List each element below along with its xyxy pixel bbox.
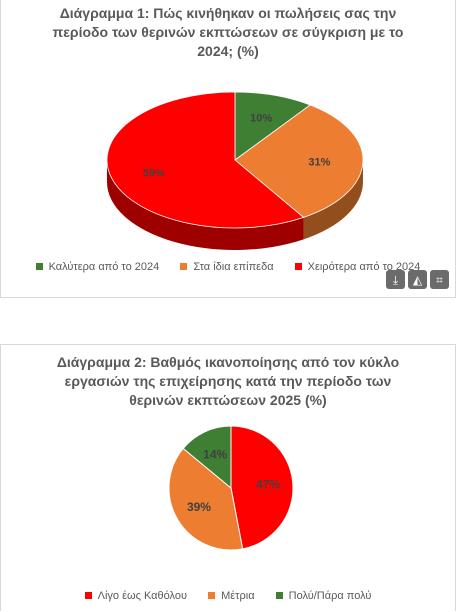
legend-swatch (35, 262, 43, 270)
legend-swatch (84, 591, 92, 599)
legend-swatch (208, 591, 216, 599)
chart-1-pie: 10% 31% 59% (106, 91, 364, 250)
legend-swatch (180, 262, 188, 270)
chart-2-title: Διάγραμμα 2: Βαθμός ικανοποίησης από τον… (31, 353, 425, 410)
pie-1-label-1: 31% (308, 156, 330, 168)
legend-2-item-moderate: Μέτρια (208, 590, 255, 602)
pie-2-slice-1 (168, 447, 244, 551)
chart-1-title-line-3: 2024; (%) (197, 43, 259, 59)
pie-1-label-0: 10% (250, 112, 272, 124)
legend-1-item-better: Καλύτερα από το 2024 (35, 261, 160, 273)
pie-2-slice-0 (230, 425, 294, 550)
chart-2-pie: 47% 39% 14% (168, 425, 294, 551)
pie-2-label-2: 14% (203, 447, 227, 461)
pie-1-slice-0 (234, 91, 312, 161)
chart-1-legend: Καλύτερα από το 2024 Στα ίδια επίπεδα Χε… (1, 261, 455, 273)
legend-1-item-same: Στα ίδια επίπεδα (180, 261, 274, 273)
legend-label: Καλύτερα από το 2024 (48, 261, 160, 273)
legend-2-item-very: Πολύ/Πάρα πολύ (275, 590, 372, 602)
download-icon[interactable]: ⤓ (386, 270, 405, 289)
pie-2-label-0: 47% (256, 477, 280, 491)
legend-swatch (275, 591, 283, 599)
chart-2-title-line-2: εργασιών της επιχείρησης κατά την περίοδ… (64, 373, 392, 389)
pie-1-slice-2 (106, 91, 305, 229)
legend-label: Πολύ/Πάρα πολύ (288, 590, 372, 602)
image-add-icon[interactable]: ◭ (408, 270, 427, 289)
legend-label: Μέτρια (221, 590, 255, 602)
chart-panel-2: Διάγραμμα 2: Βαθμός ικανοποίησης από τον… (0, 344, 456, 611)
chart-2-title-line-3: θερινών εκπτώσεων 2025 (%) (129, 392, 327, 408)
legend-label: Λίγο έως Καθόλου (97, 590, 188, 602)
chart-1-title-line-1: Διάγραμμα 1: Πώς κινήθηκαν οι πωλήσεις σ… (59, 5, 397, 21)
chart-1-title-line-2: περίοδο των θερινών εκπτώσεων σε σύγκρισ… (52, 24, 404, 40)
chart-2-title-line-1: Διάγραμμα 2: Βαθμός ικανοποίησης από τον… (56, 354, 400, 370)
legend-2-item-little: Λίγο έως Καθόλου (84, 590, 188, 602)
legend-swatch (294, 262, 302, 270)
chart-1-title: Διάγραμμα 1: Πώς κινήθηκαν οι πωλήσεις σ… (31, 4, 425, 61)
chart-2-legend: Λίγο έως Καθόλου Μέτρια Πολύ/Πάρα πολύ (1, 590, 455, 602)
crop-icon[interactable]: ⌗ (430, 270, 449, 289)
legend-label: Στα ίδια επίπεδα (193, 261, 274, 273)
pie-1-label-2: 59% (143, 168, 165, 180)
pie-2-slice-2 (182, 425, 232, 490)
pie-2-label-1: 39% (187, 500, 211, 514)
pie-1-slice-1 (234, 104, 364, 218)
pie-1-side-1 (303, 160, 363, 240)
chart-panel-1: Διάγραμμα 1: Πώς κινήθηκαν οι πωλήσεις σ… (0, 0, 456, 298)
image-toolbar: ⤓ ◭ ⌗ (386, 270, 449, 289)
